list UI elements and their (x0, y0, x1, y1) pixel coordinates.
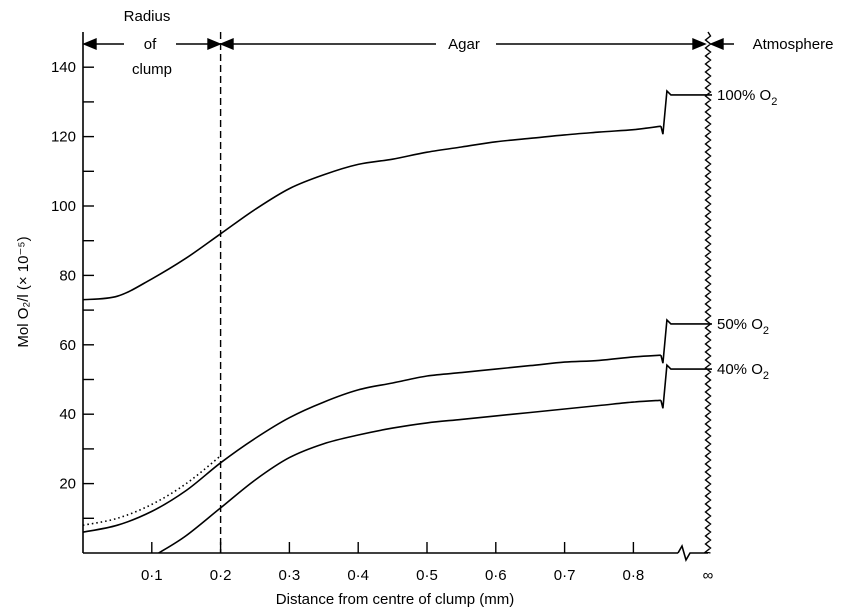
region-label-atmosphere: Atmosphere (753, 36, 834, 53)
region-arrows (82, 37, 734, 51)
y-tick-label: 40 (59, 406, 76, 423)
series-label: 40% O2 (717, 361, 769, 382)
x-ticks: 0·1 0·2 0·3 0·4 0·5 0·6 0·7 0·8 ∞ (141, 542, 714, 584)
series-layer: 100% O2 50% O2 40% O2 (82, 87, 777, 554)
series-curve (82, 354, 661, 533)
x-tick-label: ∞ (703, 567, 714, 584)
radius-arrowhead-right (207, 37, 222, 51)
region-label-radius-line2: of (144, 36, 157, 53)
y-tick-label: 80 (59, 267, 76, 284)
x-tick-label: 0·5 (416, 567, 438, 584)
x-axis-break (677, 543, 708, 563)
agar-arrowhead-left (219, 37, 234, 51)
atmosphere-boundary-line (703, 31, 712, 554)
y-tick-label: 20 (59, 476, 76, 493)
y-ticks: 20 40 60 80 100 120 140 (51, 59, 94, 519)
x-tick-label: 0·1 (141, 567, 163, 584)
series-curve (82, 125, 662, 301)
series-discontinuity (660, 363, 708, 409)
region-label-radius-line3: clump (132, 61, 172, 78)
region-label-agar: Agar (448, 36, 480, 53)
series-label: 100% O2 (717, 87, 777, 108)
y-tick-label: 100 (51, 198, 76, 215)
series-label: 50% O2 (717, 316, 769, 337)
x-tick-label: 0·4 (347, 567, 369, 584)
series-discontinuity (660, 318, 708, 364)
x-axis-title: Distance from centre of clump (mm) (276, 591, 514, 608)
region-label-radius-line1: Radius (124, 8, 171, 25)
x-tick-label: 0·3 (279, 567, 301, 584)
x-tick-label: 0·7 (554, 567, 576, 584)
y-tick-label: 120 (51, 129, 76, 146)
y-axis-title: Mol O₂/l (× 10⁻⁵) (15, 236, 32, 347)
x-tick-label: 0·2 (210, 567, 232, 584)
atmosphere-arrowhead (709, 37, 724, 51)
radius-arrowhead-left (82, 37, 97, 51)
series-curve (158, 399, 661, 554)
x-tick-label: 0·8 (623, 567, 645, 584)
x-tick-label: 0·6 (485, 567, 507, 584)
dotted-curve (82, 455, 222, 527)
series-discontinuity (660, 89, 708, 135)
y-tick-label: 140 (51, 59, 76, 76)
agar-arrowhead-right (692, 37, 707, 51)
y-tick-label: 60 (59, 337, 76, 354)
